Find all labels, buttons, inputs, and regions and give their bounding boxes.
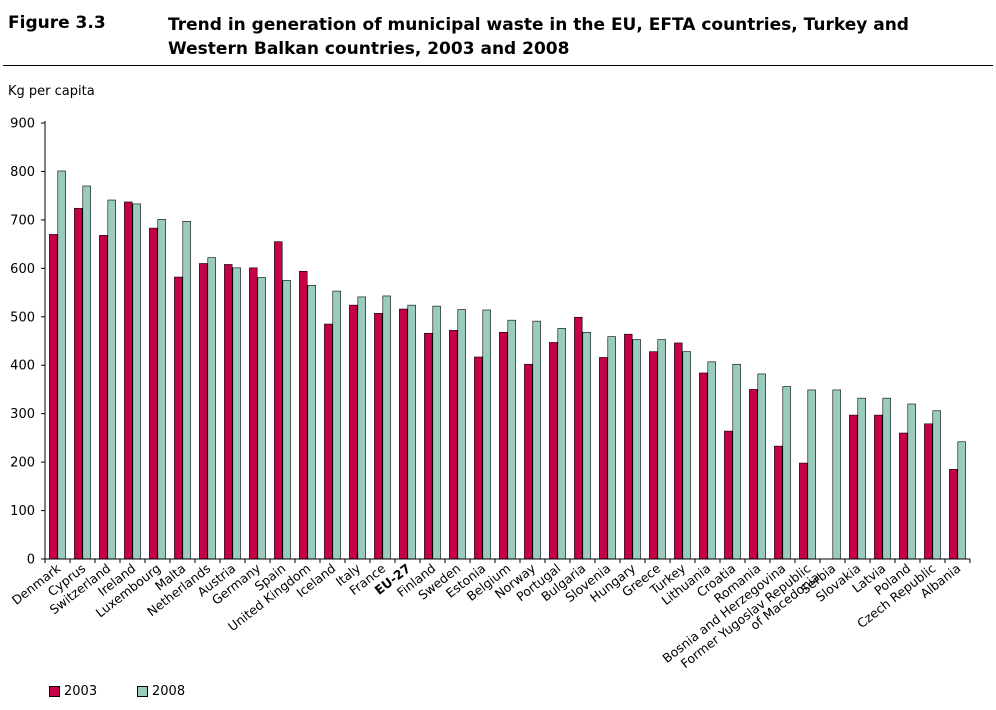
bar-2003-bosnia-and-herzegovina [774,445,783,560]
bar-2003-slovenia [599,357,608,560]
bar-2003-poland [899,432,908,560]
bar-2008-portugal [557,328,566,560]
bar-2008-germany [257,277,266,560]
bar-2003-switzerland [99,235,108,560]
bar-2003-belgium [499,331,508,560]
bar-2008-former-yugoslav-republic-of-macedonia [807,389,816,560]
bar-2003-finland [424,332,433,560]
y-tick-label: 200 [10,456,35,471]
bar-2003-netherlands [199,263,208,560]
legend-item-2008: 2008 [137,684,185,699]
bar-2008-netherlands [207,257,216,560]
bar-2008-spain [282,280,291,560]
legend-label-2008: 2008 [152,684,186,699]
title-rule [3,65,993,66]
bar-2003-united-kingdom [299,270,308,560]
bar-2003-eu-27 [399,308,408,560]
bar-2008-united-kingdom [307,284,316,560]
bar-2003-former-yugoslav-republic-of-macedonia [799,462,808,560]
bar-2008-denmark [57,170,66,560]
bar-2008-cyprus [82,185,91,560]
bar-2008-iceland [332,290,341,560]
bar-2003-sweden [449,330,458,560]
bar-2003-hungary [624,333,633,560]
bar-2008-slovakia [857,397,866,560]
bar-2008-italy [357,296,366,560]
bar-2003-czech-republic [924,423,933,560]
y-tick-label: 300 [10,407,35,422]
bar-2003-denmark [49,234,58,560]
bar-2008-latvia [882,397,891,560]
bar-2008-bulgaria [582,331,591,560]
bar-2003-romania [749,389,758,560]
bar-2003-norway [524,363,533,560]
bar-2008-czech-republic [932,410,941,560]
bar-2003-malta [174,276,183,560]
bar-2008-ireland [132,203,141,560]
bar-2008-norway [532,320,541,560]
bar-2003-germany [249,267,258,560]
legend-swatch-2003 [49,686,60,697]
bar-2003-greece [649,351,658,560]
bar-2003-austria [224,264,233,560]
y-tick-label: 800 [10,165,35,180]
bar-2008-eu-27 [407,304,416,560]
bar-2003-portugal [549,342,558,560]
bar-2003-estonia [474,356,483,560]
figure-title: Trend in generation of municipal waste i… [168,15,909,59]
bar-2003-lithuania [699,372,708,560]
bar-2008-austria [232,267,241,560]
bar-2003-iceland [324,323,333,560]
bar-2008-switzerland [107,199,116,560]
bar-2003-latvia [874,414,883,560]
y-tick-label: 400 [10,359,35,374]
bar-2008-luxembourg [157,219,166,560]
bar-2008-hungary [632,339,641,560]
bar-2008-poland [907,403,916,560]
bar-2008-finland [432,305,441,560]
y-tick-label: 700 [10,213,35,228]
bar-2003-slovakia [849,414,858,560]
legend-swatch-2008 [137,686,148,697]
bar-2008-malta [182,221,191,560]
y-axis-label: Kg per capita [8,84,95,99]
bar-2008-serbia [832,389,841,560]
bar-2008-bosnia-and-herzegovina [782,386,791,560]
bar-2008-romania [757,373,766,560]
figure-number: Figure 3.3 [8,13,106,33]
bar-2003-cyprus [74,207,83,560]
bar-2003-croatia [724,430,733,560]
y-tick-label: 600 [10,262,35,277]
bar-2008-albania [957,441,966,560]
bar-2008-belgium [507,319,516,560]
bar-2008-estonia [482,309,491,560]
bar-2008-turkey [682,351,691,560]
legend-label-2003: 2003 [64,684,98,699]
y-tick-label: 0 [27,553,35,568]
bar-2003-italy [349,304,358,560]
legend-item-2003: 2003 [49,684,97,699]
bar-2003-luxembourg [149,227,158,560]
bar-2003-bulgaria [574,316,583,560]
y-tick-label: 100 [10,504,35,519]
bar-2008-lithuania [707,361,716,560]
bar-2003-spain [274,241,283,560]
bar-2003-albania [949,469,958,560]
bar-2003-ireland [124,201,133,560]
bar-2008-greece [657,339,666,560]
y-tick-label: 500 [10,310,35,325]
bar-2008-croatia [732,363,741,560]
y-tick-label: 900 [10,117,35,132]
bar-2008-slovenia [607,336,616,560]
bar-2008-sweden [457,309,466,560]
bar-2008-france [382,295,391,560]
bar-2003-france [374,313,383,560]
bar-2003-turkey [674,342,683,560]
